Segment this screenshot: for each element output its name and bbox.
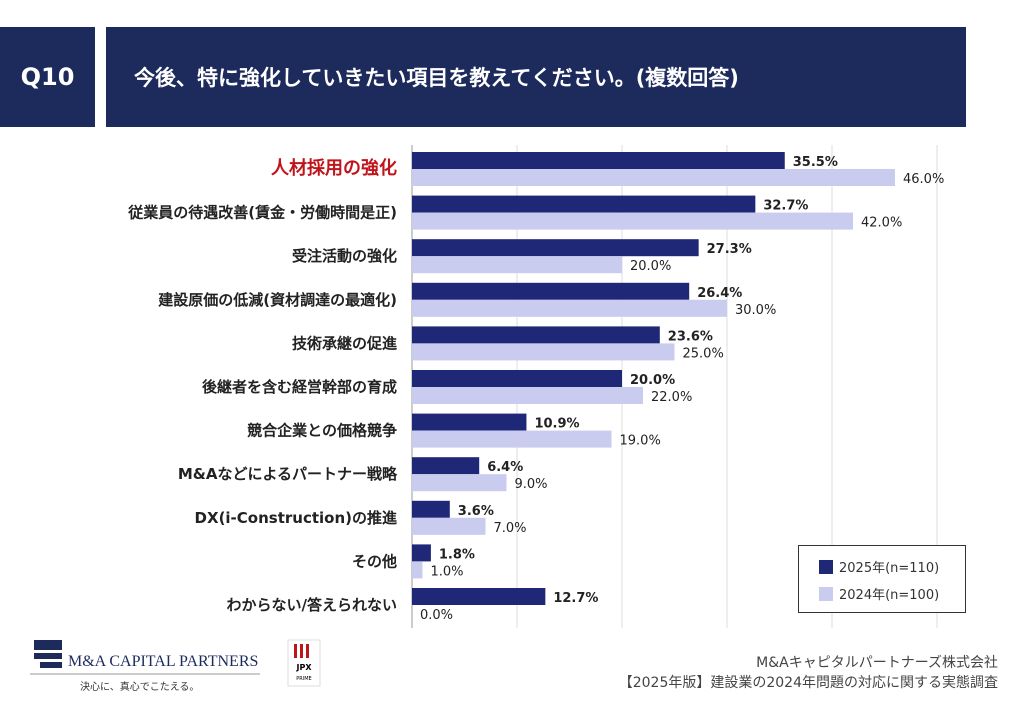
legend-label: 2024年(n=100): [839, 588, 940, 603]
data-label: 12.7%: [553, 591, 598, 606]
data-label: 10.9%: [534, 417, 579, 432]
bar-2025: [412, 326, 660, 344]
bar-2024: [412, 256, 622, 274]
jpx-text: JPX: [295, 663, 312, 672]
category-label: 後継者を含む経営幹部の育成: [201, 378, 397, 396]
footer-company: M&Aキャピタルパートナーズ株式会社: [756, 655, 998, 671]
data-label: 26.4%: [697, 286, 742, 301]
bar-2024: [412, 212, 853, 230]
data-label: 3.6%: [458, 504, 494, 519]
bar-2025: [412, 195, 756, 213]
bar-2024: [412, 343, 675, 361]
data-label: 22.0%: [651, 390, 692, 405]
category-label: 技術承継の促進: [292, 334, 398, 352]
category-label: 競合企業との価格競争: [247, 422, 397, 440]
data-label: 1.8%: [439, 547, 475, 562]
bar-2025: [412, 457, 480, 475]
data-label: 7.0%: [494, 521, 527, 536]
category-label: 従業員の待遇改善(賃金・労働時間是正): [127, 204, 397, 222]
legend: 2025年(n=110) 2024年(n=100): [798, 545, 966, 613]
data-label: 20.0%: [630, 259, 671, 274]
question-number: Q10: [0, 27, 95, 127]
legend-swatch: [819, 586, 833, 601]
bar-2025: [412, 588, 546, 605]
category-label: わからない/答えられない: [227, 596, 397, 614]
bar-2024: [412, 299, 727, 317]
data-label: 9.0%: [515, 477, 548, 492]
bar-2025: [412, 413, 527, 431]
data-label: 20.0%: [630, 373, 675, 388]
bar-2024: [412, 561, 423, 579]
category-label: 建設原価の低減(資材調達の最適化): [158, 291, 397, 309]
bar-2024: [412, 474, 507, 492]
footer-survey: 【2025年版】建設業の2024年問題の対応に関する実態調査: [618, 675, 998, 691]
category-label: M&Aなどによるパートナー戦略: [178, 465, 398, 483]
bar-2025: [412, 370, 622, 387]
data-label: 1.0%: [431, 564, 464, 579]
legend-item-2024: 2024年(n=100): [819, 584, 939, 603]
data-label: 0.0%: [420, 608, 453, 623]
category-label: 人材採用の強化: [271, 157, 397, 179]
bar-2025: [412, 282, 690, 300]
legend-item-2025: 2025年(n=110): [819, 557, 939, 576]
category-label: 受注活動の強化: [292, 247, 397, 265]
data-label: 32.7%: [763, 199, 808, 214]
question-title: 今後、特に強化していきたい項目を教えてください。(複数回答): [106, 27, 966, 127]
data-label: 30.0%: [735, 303, 776, 318]
bar-2025: [412, 500, 450, 518]
legend-swatch: [819, 559, 833, 574]
bar-2025: [412, 239, 699, 257]
bar-2024: [412, 517, 486, 535]
data-label: 23.6%: [668, 329, 713, 344]
data-label: 27.3%: [707, 242, 752, 257]
prime-text: PRIME: [296, 676, 311, 682]
logo-tagline: 決心に、真心でこたえる。: [80, 680, 199, 693]
bar-2024: [412, 387, 643, 404]
data-label: 19.0%: [620, 434, 661, 449]
bar-2024: [412, 169, 895, 186]
category-label: その他: [352, 552, 397, 570]
company-logo: M&A CAPITAL PARTNERS 決心に、真心でこたえる。 JPX PR…: [30, 636, 330, 700]
data-label: 6.4%: [487, 460, 523, 475]
bar-2025: [412, 152, 785, 169]
bar-2025: [412, 544, 431, 562]
logo-name: M&A CAPITAL PARTNERS: [68, 653, 258, 670]
data-label: 42.0%: [861, 216, 902, 231]
data-label: 46.0%: [903, 172, 944, 187]
data-label: 25.0%: [683, 346, 724, 361]
legend-label: 2025年(n=110): [839, 561, 940, 576]
bar-2024: [412, 430, 612, 448]
category-label: DX(i-Construction)の推進: [195, 509, 398, 527]
data-label: 35.5%: [793, 155, 838, 170]
